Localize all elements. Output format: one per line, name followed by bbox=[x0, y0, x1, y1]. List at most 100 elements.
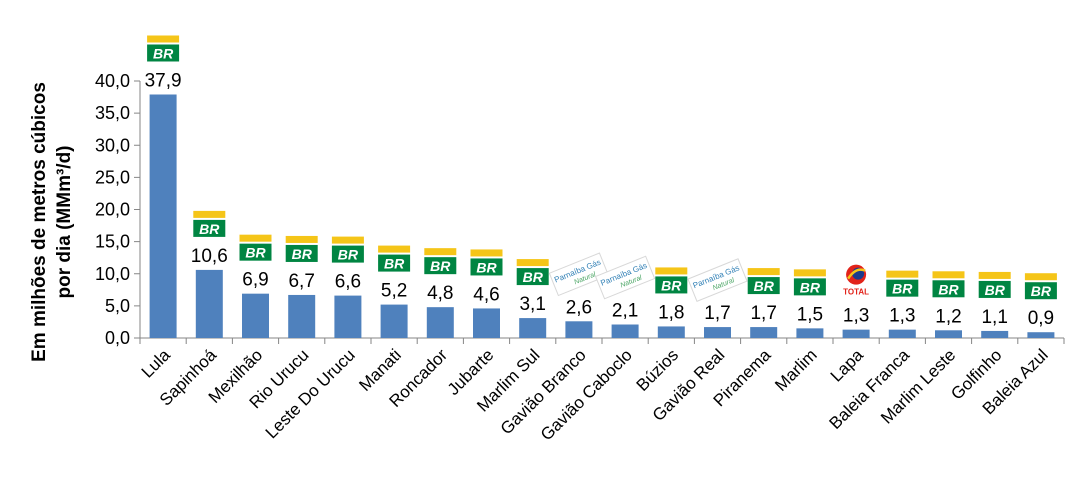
petrobras-logo-stripe bbox=[193, 210, 226, 218]
data-label-13: 1,7 bbox=[750, 303, 776, 324]
y-tick-label: 40,0 bbox=[95, 71, 130, 91]
y-tick-label: 30,0 bbox=[95, 135, 130, 155]
petrobras-logo-box bbox=[193, 219, 226, 237]
petrobras-logo-text: BR bbox=[153, 45, 174, 61]
petrobras-logo-text: BR bbox=[800, 279, 821, 295]
petrobras-logo-text: BR bbox=[292, 246, 313, 262]
petrobras-logo-box bbox=[285, 244, 318, 262]
petrobras-logo-text: BR bbox=[430, 258, 451, 274]
petrobras-logo-text: BR bbox=[1031, 283, 1052, 299]
bar-11 bbox=[657, 326, 685, 338]
data-label-1: 10,6 bbox=[191, 246, 228, 267]
data-label-0: 37,9 bbox=[145, 70, 182, 91]
y-axis-ticks: 0,0 5,0 10,0 15,0 20,0 25,0 30,0 35,0 40,0 bbox=[95, 71, 1065, 348]
petrobras-logo: BR bbox=[470, 249, 503, 276]
y-axis-title-line2: por dia (MMm³/d) bbox=[54, 145, 75, 298]
petrobras-logo-box bbox=[747, 277, 780, 295]
petrobras-logo: BR bbox=[747, 268, 780, 295]
petrobras-logo: BR bbox=[655, 267, 688, 294]
petrobras-logo-stripe bbox=[424, 248, 457, 256]
petrobras-logo-stripe bbox=[470, 249, 503, 257]
petrobras-logo-box bbox=[655, 276, 688, 294]
y-axis-title: Em milhões de metros cúbicos por dia (MM… bbox=[29, 82, 75, 362]
petrobras-logo-stripe bbox=[655, 267, 688, 275]
bar-6 bbox=[426, 307, 454, 338]
petrobras-logo-box bbox=[378, 254, 411, 272]
bars bbox=[149, 94, 1055, 339]
bar-9 bbox=[565, 321, 593, 338]
category-label-15: Lapa bbox=[827, 345, 868, 386]
category-label-14: Marlim bbox=[771, 345, 820, 394]
parnaiba-gas-logo-box bbox=[594, 255, 656, 300]
petrobras-logo-stripe bbox=[285, 235, 318, 243]
bar-2 bbox=[242, 293, 269, 338]
data-label-6: 4,8 bbox=[427, 283, 453, 304]
bar-0 bbox=[149, 94, 177, 339]
y-tick-label: 35,0 bbox=[95, 103, 130, 123]
petrobras-logo-text: BR bbox=[476, 259, 497, 275]
bar-7 bbox=[473, 308, 500, 338]
data-label-4: 6,6 bbox=[335, 272, 361, 293]
petrobras-logo-stripe bbox=[378, 245, 411, 253]
petrobras-logo: BR bbox=[1024, 273, 1057, 300]
y-tick-label: 0,0 bbox=[105, 328, 130, 348]
petrobras-logo-text: BR bbox=[754, 278, 775, 294]
petrobras-logo-box bbox=[470, 258, 503, 276]
petrobras-logo-stripe bbox=[516, 259, 549, 267]
y-tick-label: 25,0 bbox=[95, 167, 130, 187]
bar-17 bbox=[935, 330, 962, 338]
bar-15 bbox=[842, 329, 870, 338]
data-label-7: 4,6 bbox=[473, 284, 499, 305]
petrobras-logo-stripe bbox=[147, 35, 180, 43]
total-logo-swoosh bbox=[847, 268, 866, 280]
data-label-17: 1,2 bbox=[935, 306, 961, 327]
data-label-3: 6,7 bbox=[288, 271, 314, 292]
petrobras-logo-stripe bbox=[747, 268, 780, 276]
petrobras-logo-box bbox=[239, 243, 272, 261]
bar-5 bbox=[380, 304, 408, 338]
total-logo: TOTAL bbox=[843, 264, 869, 297]
petrobras-logo: BR bbox=[193, 210, 226, 237]
bar-16 bbox=[888, 329, 916, 338]
petrobras-logo-stripe bbox=[1024, 273, 1057, 281]
parnaiba-gas-logo-box bbox=[687, 258, 748, 302]
data-labels: 37,9 10,6 6,9 6,7 6,6 5,2 4,8 4,6 3,1 2,6 2,1 1,8 1,… bbox=[145, 70, 1055, 329]
petrobras-logo-text: BR bbox=[661, 277, 682, 293]
petrobras-logo: BR bbox=[516, 259, 549, 286]
data-label-10: 2,1 bbox=[612, 301, 638, 322]
bar-4 bbox=[334, 295, 362, 338]
data-label-15: 1,3 bbox=[843, 306, 869, 327]
petrobras-logo-stripe bbox=[239, 234, 272, 242]
petrobras-logo-stripe bbox=[331, 236, 364, 244]
category-label-16: Baleia Franca bbox=[826, 345, 914, 433]
data-label-18: 1,1 bbox=[981, 307, 1007, 328]
petrobras-logo-box bbox=[932, 280, 965, 298]
bar-18 bbox=[981, 330, 1009, 338]
petrobras-logo: BR bbox=[239, 234, 272, 261]
y-tick-label: 20,0 bbox=[95, 200, 130, 220]
bar-13 bbox=[750, 327, 778, 338]
data-label-11: 1,8 bbox=[658, 302, 684, 323]
petrobras-logo: BR bbox=[793, 269, 826, 296]
petrobras-logo: BR bbox=[424, 248, 457, 275]
category-label-0: Lula bbox=[138, 345, 175, 382]
bar-3 bbox=[288, 294, 316, 338]
petrobras-logo: BR bbox=[331, 236, 364, 263]
petrobras-logo-stripe bbox=[886, 270, 919, 278]
bar-14 bbox=[796, 328, 824, 338]
petrobras-logo-box bbox=[886, 279, 919, 297]
data-label-14: 1,5 bbox=[797, 304, 823, 325]
petrobras-logo: BR bbox=[147, 35, 180, 62]
petrobras-logo-text: BR bbox=[384, 256, 405, 272]
y-tick-label: 10,0 bbox=[95, 264, 130, 284]
petrobras-logo-box bbox=[978, 280, 1011, 298]
petrobras-logo-stripe bbox=[932, 271, 965, 279]
data-label-12: 1,7 bbox=[704, 303, 730, 324]
petrobras-logo-box bbox=[793, 278, 826, 296]
